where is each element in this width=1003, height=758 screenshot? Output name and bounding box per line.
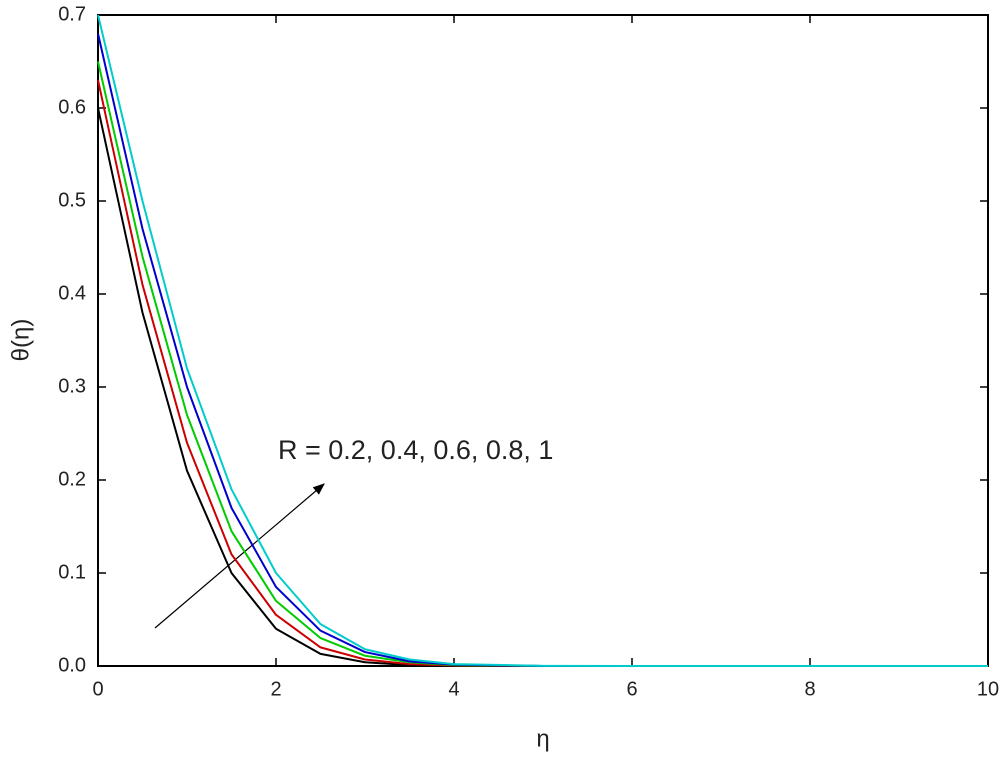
plot-frame [97, 14, 989, 667]
arrow [154, 483, 325, 629]
line-series [97, 14, 988, 667]
line-series [97, 107, 988, 667]
y-tick-label: 0.1 [58, 561, 86, 583]
y-tick-label: 0.3 [58, 375, 86, 397]
x-tick-label: 10 [977, 678, 999, 700]
x-tick-label: 8 [804, 678, 815, 700]
y-tick-label: 0.2 [58, 468, 86, 490]
y-tick-label: 0.0 [58, 654, 86, 676]
x-tick-label: 6 [626, 678, 637, 700]
x-tick-label: 4 [448, 678, 459, 700]
y-tick-label: 0.4 [58, 282, 86, 304]
annotation: R = 0.2, 0.4, 0.6, 0.8, 1 [278, 435, 553, 465]
y-tick-label: 0.5 [58, 189, 86, 211]
x-tick-label: 2 [270, 678, 281, 700]
y-axis-label: θ(η) [7, 319, 34, 362]
line-series [97, 79, 988, 667]
y-tick-label: 0.7 [58, 3, 86, 25]
line-series [97, 61, 988, 667]
x-axis-label: η [536, 725, 549, 752]
y-tick-label: 0.6 [58, 96, 86, 118]
x-tick-label: 0 [92, 678, 103, 700]
